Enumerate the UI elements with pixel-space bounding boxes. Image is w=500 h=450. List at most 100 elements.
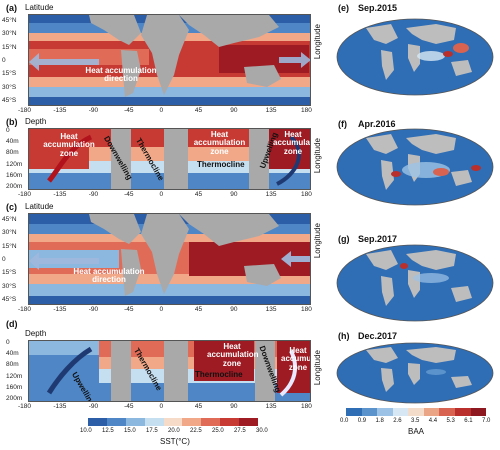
panel-b-zone-2: Heat accumulation zone	[193, 130, 246, 156]
panel-g-title: Sep.2017	[358, 234, 398, 244]
sst-colorbar-swatch	[201, 418, 221, 426]
panel-a-svg	[29, 15, 310, 105]
panel-b-lon-tick: 45	[194, 191, 203, 198]
panel-c-label: (c)	[6, 202, 17, 212]
panel-a-lat-tick: 45°S	[2, 97, 17, 104]
baa-colorbar-swatch	[439, 408, 455, 416]
panel-a-lat-tick: 30°N	[2, 30, 17, 38]
baa-colorbar-swatch	[470, 408, 487, 416]
panel-a-lon-tick: 90	[230, 107, 238, 114]
panel-c-lat-tick: 45°N	[2, 216, 17, 223]
sst-colorbar-tick: 27.5	[234, 428, 246, 434]
panel-b-lon-tick: 180	[301, 191, 312, 198]
panel-c-lat-tick: 0	[2, 256, 6, 263]
baa-colorbar-swatch	[377, 408, 393, 416]
baa-colorbar-tick: 7.0	[482, 418, 491, 424]
panel-b-svg	[29, 129, 310, 189]
panel-c-lon-tick: 180	[301, 306, 312, 313]
panel-a-lon-tick: 135	[265, 107, 277, 114]
panel-b-zone-3: Heat accumulation zone	[273, 130, 310, 156]
panel-b-thermocline-2: Thermocline	[197, 160, 245, 169]
panel-b-lon-tick: -135	[53, 191, 67, 198]
baa-colorbar-tick: 3.5	[411, 418, 420, 424]
panel-d-svg	[29, 341, 310, 401]
panel-b-lon-tick: -45	[124, 191, 134, 198]
baa-colorbar-swatch	[346, 408, 362, 416]
panel-d-label: (d)	[6, 319, 18, 329]
panel-a-lat-tick: 15°S	[2, 70, 17, 78]
panel-a-sst-map: Heat accumulation direction	[28, 14, 311, 106]
panel-a-lat-tick: 30°S	[2, 83, 17, 91]
panel-b-lon-tick: 90	[230, 191, 238, 198]
sst-colorbar-tick: 22.5	[190, 428, 202, 434]
baa-colorbar-tick: 1.8	[375, 418, 384, 424]
panel-b-axis-title: Depth	[25, 117, 47, 126]
sst-colorbar-swatch	[88, 418, 107, 426]
panel-d-lon-tick: 180	[301, 403, 312, 410]
panel-c-lon-tick: 135	[265, 306, 277, 313]
baa-colorbar-swatch	[423, 408, 440, 416]
panel-c-heat-direction: Heat accumulation direction	[73, 267, 145, 285]
panel-c-lon-tick: 0	[159, 306, 164, 313]
panel-d-thermocline-2: Thermocline	[195, 370, 243, 379]
panel-c-lon-tick: -45	[124, 306, 134, 313]
baa-colorbar-tick: 2.6	[393, 418, 402, 424]
sst-colorbar-tick: 30.0	[256, 428, 268, 434]
baa-colorbar-swatch	[454, 408, 471, 416]
panel-a-lat-tick: 0	[2, 57, 6, 64]
panel-d-depth-tick: 0	[6, 339, 10, 346]
baa-colorbar-swatch	[361, 408, 378, 416]
panel-d-lon-tick: 0	[159, 403, 164, 410]
panel-d-axis-title: Depth	[25, 329, 47, 338]
baa-colorbar-tick: 5.3	[446, 418, 455, 424]
panel-f-svg	[336, 128, 494, 206]
baa-colorbar-swatch	[392, 408, 409, 416]
panel-b-zone-1: Heat accumulation zone	[43, 132, 95, 158]
panel-d-zone-2: Heat accumulation zone	[281, 346, 311, 372]
panel-g-label: (g)	[338, 234, 350, 244]
panel-a-lon-tick: -180	[18, 107, 32, 114]
panel-d-depth-tick: 200m	[6, 395, 23, 402]
sst-colorbar-tick: 20.0	[168, 428, 180, 434]
panel-e-label: (e)	[338, 3, 349, 13]
panel-d-lon-tick: -135	[53, 403, 67, 410]
panel-a-label: (a)	[6, 3, 17, 13]
panel-b-depth-tick: 160m	[6, 171, 23, 179]
panel-a-lon-tick: -45	[124, 107, 134, 114]
panel-d-depth-tick: 80m	[6, 361, 19, 369]
panel-f-baa-map	[336, 128, 494, 206]
sst-colorbar-swatch	[182, 418, 202, 426]
panel-b-lon-tick: 0	[159, 191, 164, 198]
panel-d-side-label: Longitude	[313, 350, 322, 386]
panel-d-lon-tick: -45	[124, 403, 134, 410]
panel-c-svg	[29, 214, 310, 304]
sst-colorbar-tick: 15.0	[124, 428, 136, 434]
panel-h-baa-map	[336, 342, 494, 404]
sst-colorbar-tick: 17.5	[146, 428, 158, 434]
panel-b-depth-tick: 80m	[6, 149, 19, 157]
panel-b-lon-tick: -90	[88, 191, 99, 198]
panel-g-baa-map	[336, 244, 494, 322]
panel-c-lon-tick: 45	[194, 306, 203, 313]
panel-a-lon-tick: -135	[53, 107, 67, 114]
panel-d-lon-tick: 90	[230, 403, 238, 410]
panel-f-label: (f)	[338, 119, 347, 129]
sst-colorbar-ticks: 10.0 12.5 15.0 17.5 20.0 22.5 25.0 27.5 30.0	[80, 428, 268, 436]
panel-d-lon-tick: -90	[88, 403, 99, 410]
panel-b-depth-tick: 40m	[6, 138, 19, 146]
panel-a-lon-tick: -90	[88, 107, 99, 114]
sst-colorbar	[88, 418, 259, 426]
panel-a-lon-tick: 0	[159, 107, 164, 114]
sst-colorbar-swatch	[106, 418, 126, 426]
panel-a-heat-direction: Heat accumulation direction	[85, 66, 157, 84]
sst-colorbar-tick: 10.0	[80, 428, 92, 434]
panel-h-title: Dec.2017	[358, 331, 398, 341]
panel-d-depth-tick: 40m	[6, 350, 19, 358]
panel-c-lon-tick: -180	[18, 306, 32, 313]
baa-colorbar-ticks: 0.0 0.9 1.8 2.6 3.5 4.4 5.3 6.1 7.0	[340, 418, 492, 426]
panel-e-svg	[336, 18, 494, 96]
baa-colorbar-tick: 6.1	[464, 418, 473, 424]
sst-colorbar-swatch	[220, 418, 240, 426]
panel-c-lon-tick: -135	[53, 306, 67, 313]
baa-colorbar-tick: 4.4	[428, 418, 438, 424]
